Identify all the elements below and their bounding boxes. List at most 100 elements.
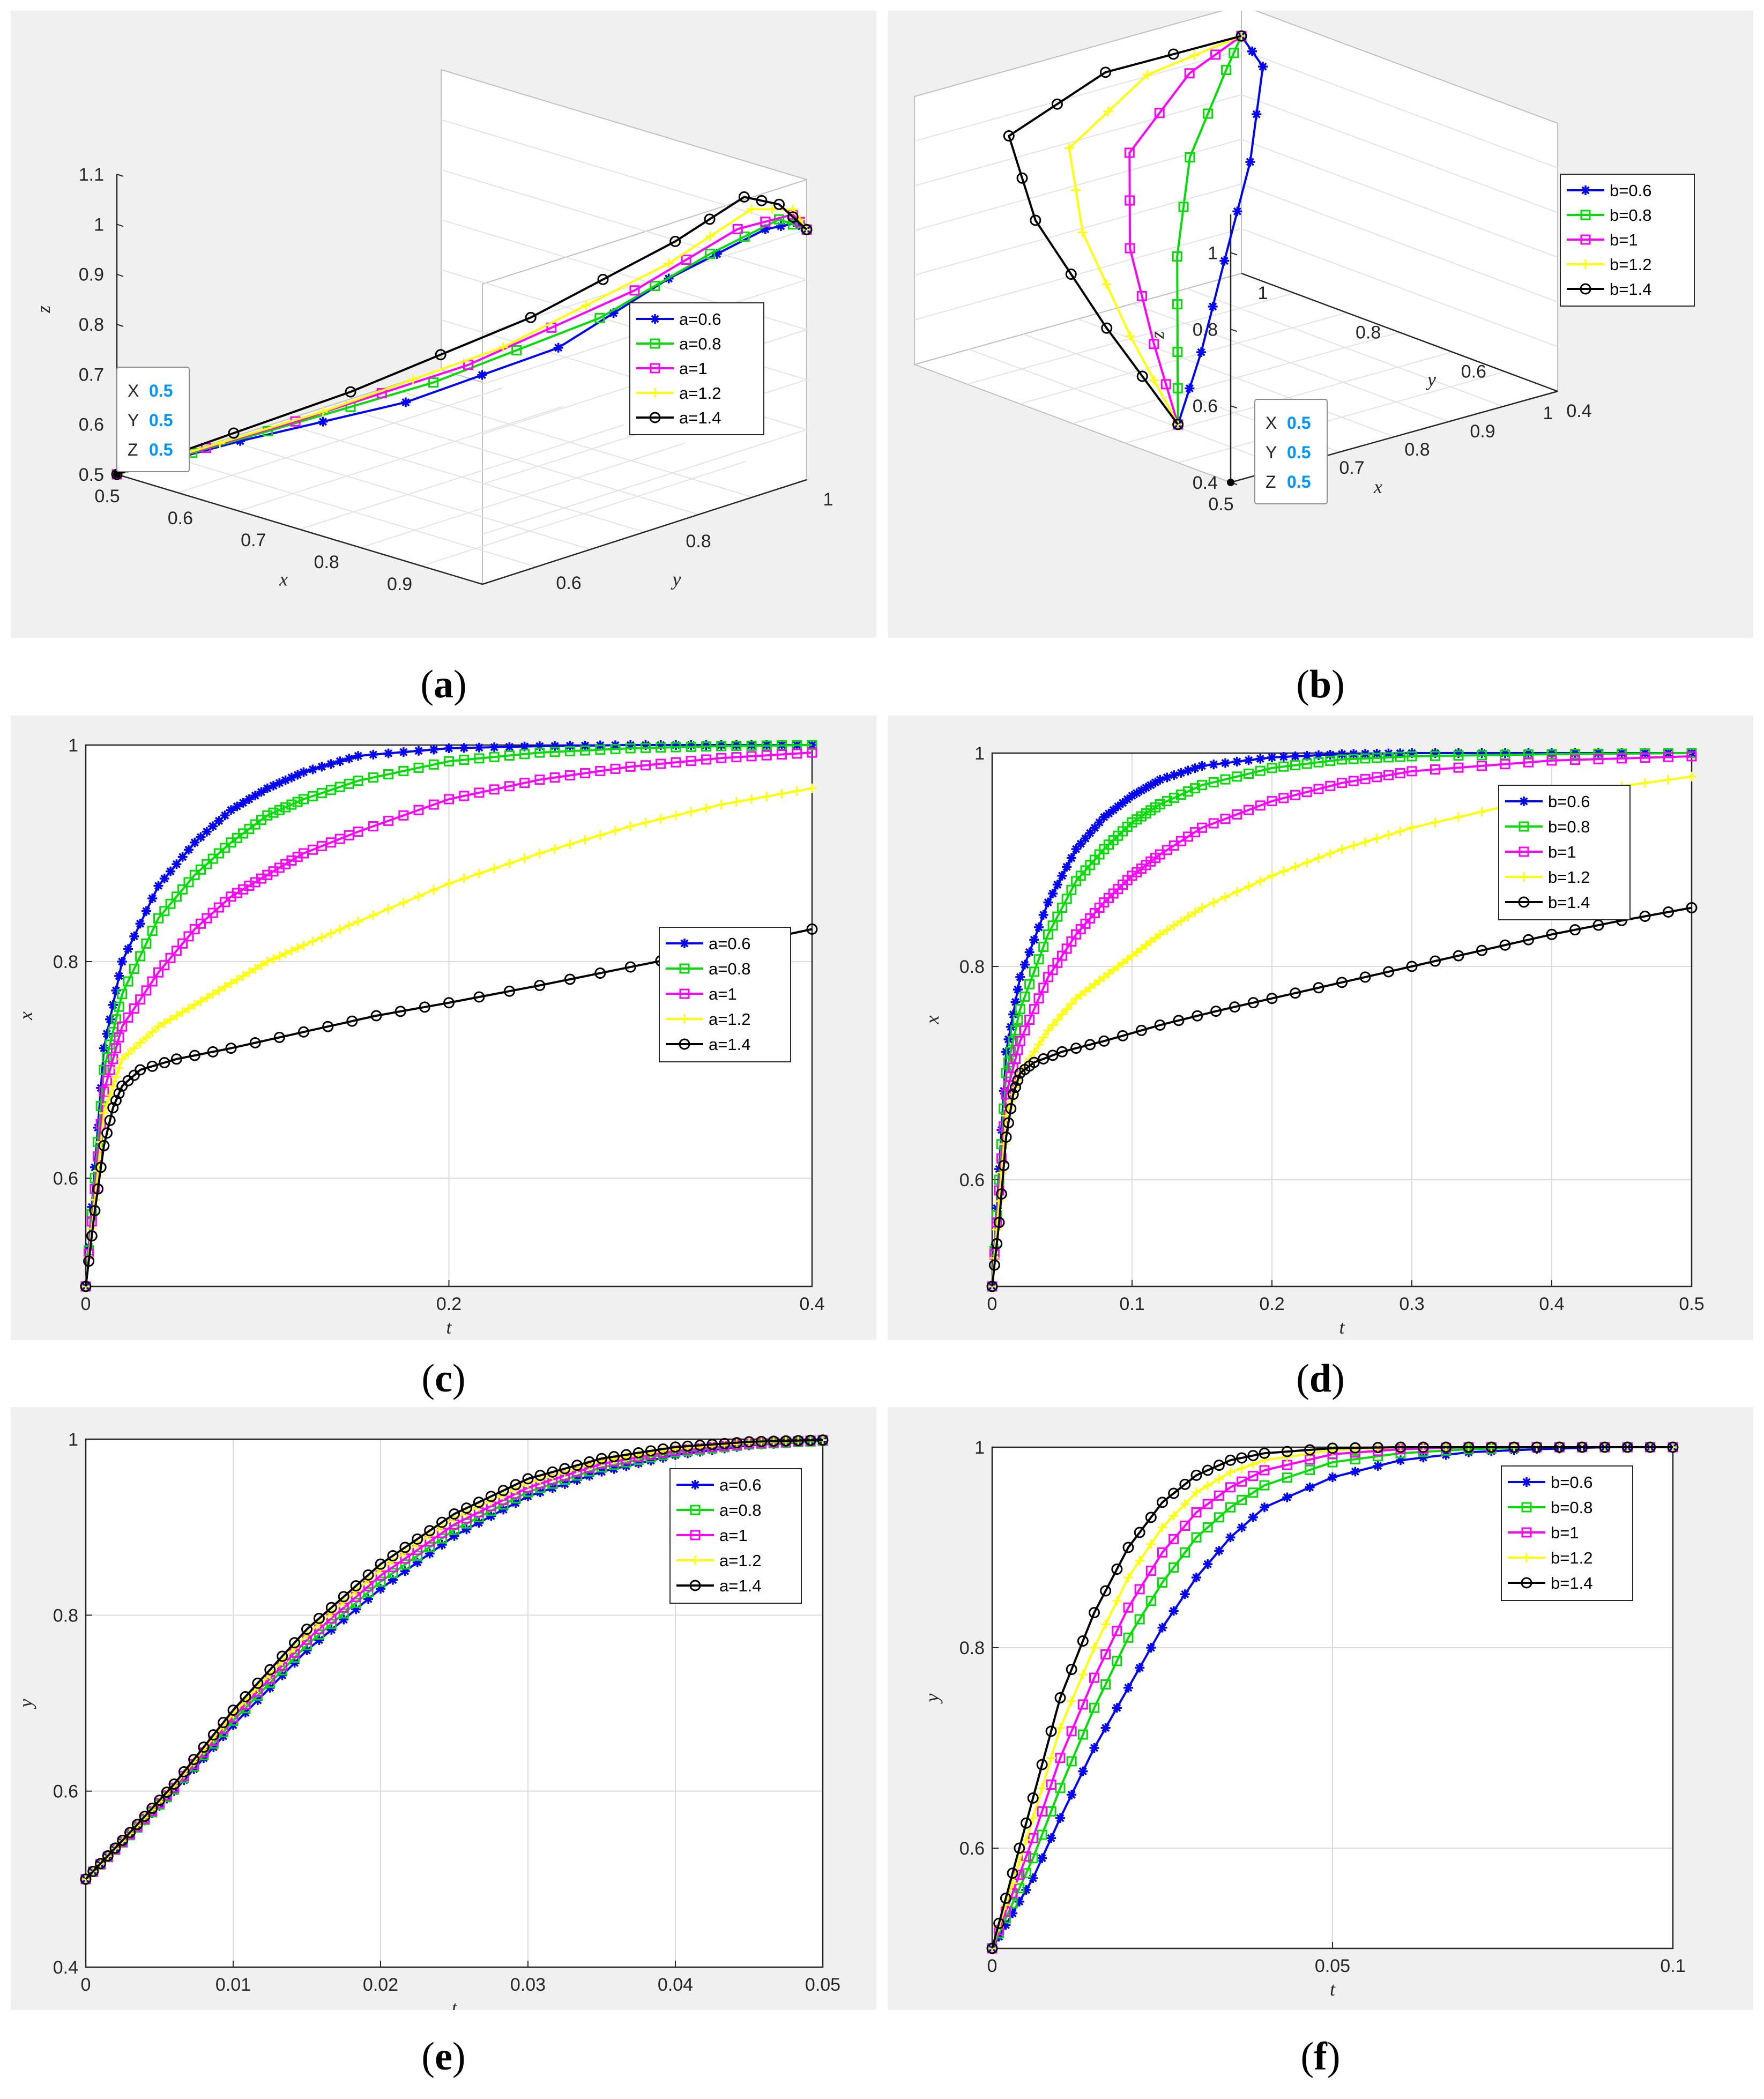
data-point	[362, 1569, 374, 1581]
x-tick-label: 0.01	[215, 1975, 251, 1995]
data-point	[1014, 1896, 1024, 1907]
y-tick-label: 1	[68, 735, 78, 756]
data-point	[95, 1162, 107, 1173]
data-point	[1077, 1635, 1089, 1647]
data-point	[318, 407, 328, 416]
series-b=1.4	[1003, 30, 1247, 430]
x-tick-label: 0.9	[387, 574, 412, 594]
data-point	[534, 741, 545, 751]
data-point	[110, 1043, 121, 1054]
datatip: X 0.5 Y 0.5 Z 0.5	[1254, 399, 1328, 504]
data-point	[435, 349, 446, 361]
data-point	[1037, 1853, 1047, 1863]
data-point	[549, 772, 560, 783]
data-point	[1028, 1873, 1038, 1884]
data-point	[777, 749, 787, 760]
data-point	[1180, 1499, 1190, 1509]
x-tick-label: 0.5	[94, 486, 120, 507]
chart-e: 0 0.01 0.02 0.03 0.04 0.050.40.60.81tya=0.6a=…	[15, 1430, 840, 2010]
panel-a: 0.5 0.6 0.7 0.8 0.9 0.6 0.8 1 0.5 0.6 0.7 0.8 0.9 1 1.…	[11, 11, 876, 638]
data-point	[108, 1026, 118, 1037]
y-tick-label: 0.8	[53, 1605, 78, 1626]
data-point	[1168, 1534, 1179, 1544]
legend-marker	[1521, 1527, 1532, 1538]
data-point	[624, 961, 636, 973]
data-point	[1056, 1046, 1068, 1058]
data-point	[1301, 758, 1312, 769]
data-point	[1255, 765, 1266, 776]
caption-c: (c)	[421, 1357, 466, 1401]
data-point	[1267, 763, 1277, 773]
data-point	[553, 343, 563, 353]
data-point	[80, 1281, 92, 1292]
data-point	[485, 1491, 497, 1502]
data-point	[398, 810, 409, 821]
data-point	[738, 191, 750, 203]
data-point	[1373, 1461, 1383, 1471]
data-point	[489, 864, 500, 874]
data-point	[998, 1159, 1010, 1171]
data-point	[584, 1456, 596, 1468]
data-point	[220, 897, 230, 907]
data-point	[220, 843, 230, 853]
data-point	[1045, 1725, 1057, 1737]
grid-line	[441, 119, 807, 230]
data-point	[86, 1230, 98, 1242]
data-point	[419, 1001, 430, 1013]
data-point	[1266, 993, 1278, 1004]
data-point	[792, 1435, 804, 1447]
data-point	[141, 938, 152, 949]
data-point	[1122, 794, 1133, 805]
data-point	[792, 748, 802, 759]
x-tick-label: 0.1	[1119, 1294, 1144, 1314]
data-point	[519, 853, 530, 864]
data-point	[571, 1460, 583, 1471]
legend-marker	[1519, 821, 1529, 832]
data-point	[344, 920, 354, 931]
legend-label: a=1.2	[719, 1551, 761, 1570]
data-point	[1244, 755, 1254, 765]
data-point	[1453, 750, 1464, 761]
data-point	[353, 917, 363, 927]
data-point	[519, 749, 530, 760]
data-point	[1064, 143, 1074, 153]
data-point	[228, 427, 240, 439]
data-point	[1154, 1019, 1166, 1031]
data-point	[1134, 1527, 1145, 1538]
data-point	[559, 1463, 571, 1475]
data-point	[1184, 68, 1195, 79]
data-point	[213, 848, 224, 859]
data-point	[1214, 1546, 1224, 1556]
data-point	[1208, 777, 1219, 787]
data-point	[301, 1624, 312, 1635]
data-point	[1359, 971, 1371, 983]
data-point	[1172, 383, 1183, 393]
data-point	[1197, 761, 1207, 771]
data-point	[701, 741, 711, 752]
data-point	[1179, 1478, 1191, 1490]
data-point	[383, 748, 393, 758]
data-point	[399, 1542, 411, 1553]
data-point	[1015, 972, 1025, 982]
data-point	[268, 807, 279, 818]
data-point	[1325, 756, 1336, 766]
x-axis-label: t	[1330, 1978, 1336, 2000]
data-point	[760, 224, 770, 234]
data-point	[1210, 49, 1221, 60]
data-point	[188, 1754, 200, 1766]
data-point	[704, 213, 716, 225]
data-point	[802, 225, 812, 235]
data-point	[202, 827, 212, 837]
data-point	[110, 1014, 121, 1025]
data-point	[995, 1188, 1007, 1200]
data-point	[1150, 777, 1160, 787]
data-point	[1002, 1117, 1014, 1129]
data-point	[1038, 910, 1048, 920]
data-point	[123, 944, 133, 954]
z-tick-label: 0.6	[1193, 396, 1218, 416]
legend-label: b=0.8	[1548, 817, 1590, 836]
data-point	[1281, 1446, 1293, 1457]
data-point	[102, 1850, 114, 1862]
legend-label: b=1	[1610, 230, 1638, 249]
data-point	[746, 740, 757, 751]
